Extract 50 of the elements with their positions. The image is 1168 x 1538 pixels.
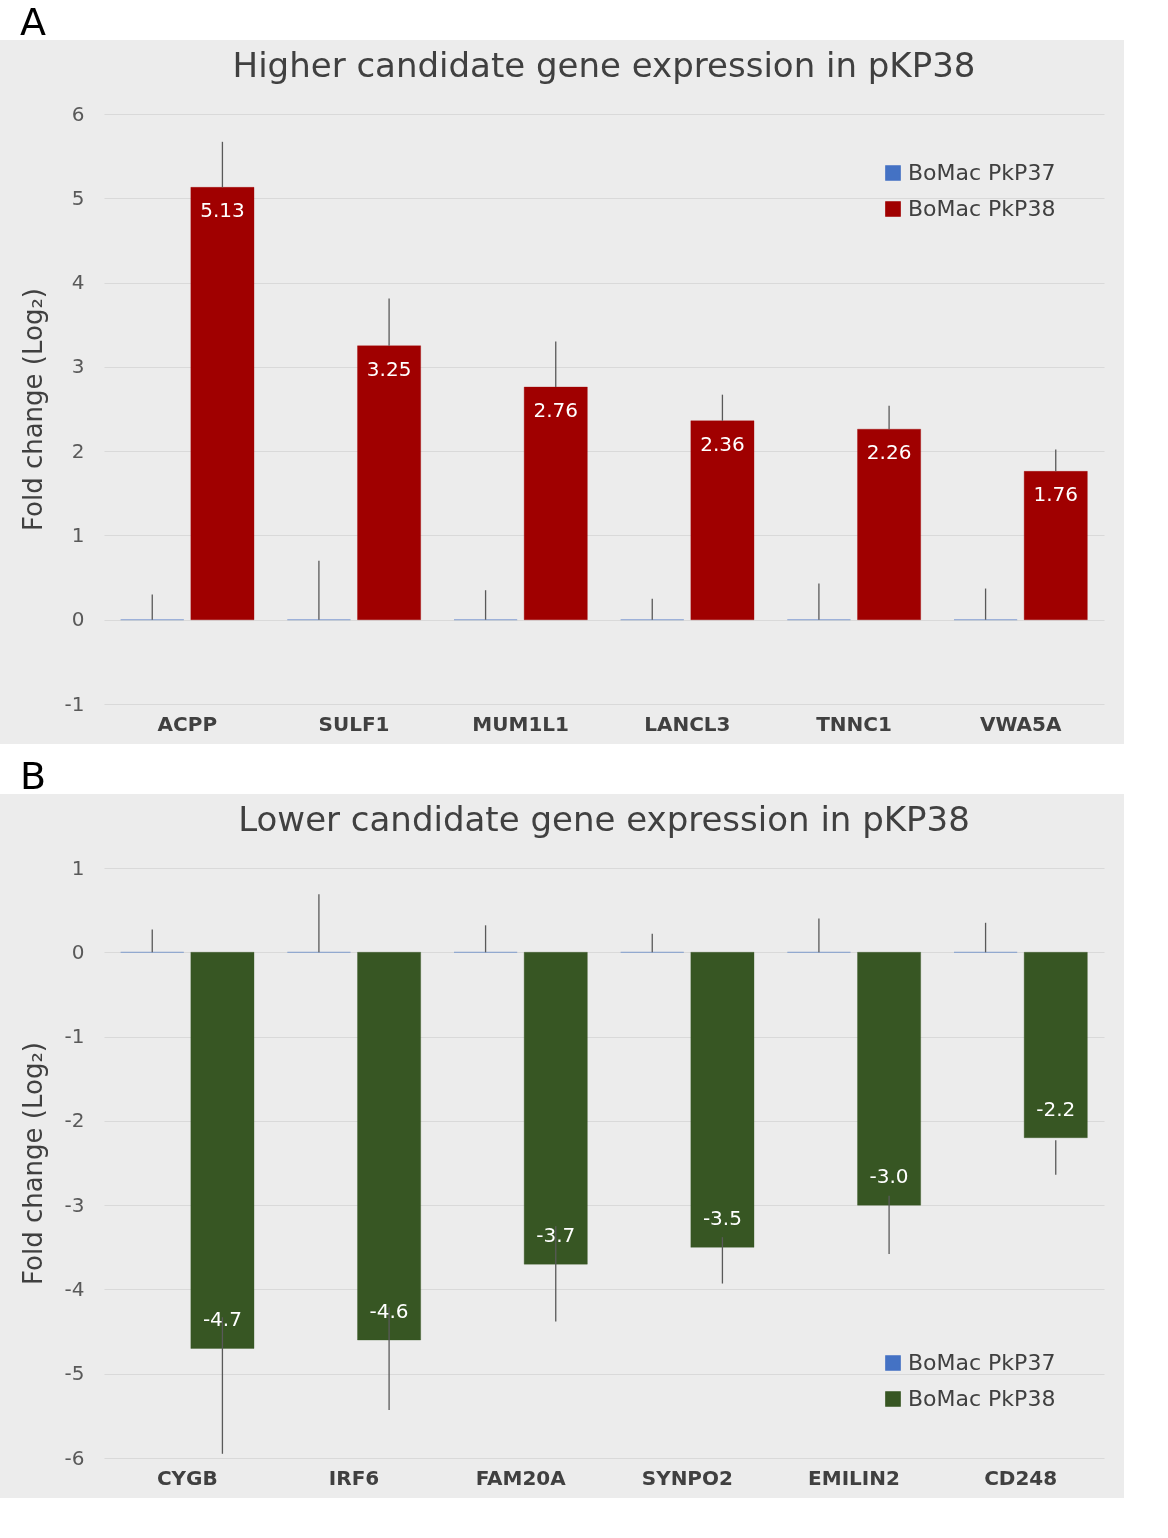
chart-title: Lower candidate gene expression in pKP38 [238, 799, 970, 839]
x-tick-label: TNNC1 [816, 711, 892, 736]
x-tick-label: VWA5A [979, 711, 1062, 736]
x-tick-label: LANCL3 [644, 711, 731, 736]
y-tick-label: -1 [64, 691, 85, 716]
data-label: 5.13 [200, 198, 245, 223]
y-axis-title: Fold change (Log₂) [17, 1041, 48, 1286]
y-tick-label: 1 [71, 855, 85, 880]
legend-label: BoMac PkP38 [908, 196, 1056, 221]
chart-title: Higher candidate gene expression in pKP38 [232, 45, 976, 85]
text: A [20, 0, 46, 44]
data-label: -2.2 [1036, 1096, 1076, 1121]
y-tick-label: -6 [64, 1445, 85, 1470]
y-tick-label: 5 [71, 185, 85, 210]
legend-label: BoMac PkP37 [908, 1350, 1056, 1375]
data-label: 1.76 [1033, 482, 1079, 507]
y-tick-label: 2 [71, 438, 85, 463]
y-tick-label: -3 [64, 1192, 85, 1217]
x-tick-label: FAM20A [475, 1465, 567, 1490]
x-tick-label: ACPP [157, 711, 218, 736]
data-label: -4.7 [202, 1307, 242, 1332]
y-tick-label: 3 [71, 354, 85, 379]
y-tick-label: 4 [71, 270, 85, 295]
data-label: 2.76 [533, 398, 579, 423]
y-tick-label: -4 [64, 1276, 85, 1301]
x-tick-label: EMILIN2 [808, 1465, 900, 1490]
data-label: -4.6 [369, 1299, 409, 1323]
legend-label: BoMac PkP38 [908, 1386, 1056, 1411]
x-tick-label: SULF1 [318, 711, 390, 736]
data-label: -3.7 [536, 1223, 576, 1248]
y-tick-label: -1 [64, 1024, 85, 1049]
legend-label: BoMac PkP37 [908, 160, 1056, 185]
data-label: -3.5 [702, 1206, 742, 1231]
x-tick-label: MUM1L1 [472, 711, 569, 736]
y-tick-label: 6 [71, 101, 85, 126]
x-tick-label: SYNPO2 [641, 1465, 733, 1490]
y-tick-label: -2 [64, 1108, 85, 1133]
data-label: 3.25 [366, 356, 412, 381]
y-axis-title: Fold change (Log₂) [17, 287, 48, 532]
data-label: 2.26 [866, 440, 912, 465]
x-tick-label: CYGB [156, 1465, 218, 1490]
data-label: 2.36 [700, 431, 745, 456]
y-tick-label: -5 [64, 1361, 85, 1386]
text: B [20, 754, 47, 798]
x-tick-label: IRF6 [328, 1465, 380, 1490]
y-tick-label: 0 [71, 939, 85, 964]
y-tick-label: 1 [71, 522, 85, 547]
x-tick-label: CD248 [984, 1465, 1058, 1490]
data-label: -3.0 [869, 1164, 909, 1189]
y-tick-label: 0 [71, 607, 85, 632]
